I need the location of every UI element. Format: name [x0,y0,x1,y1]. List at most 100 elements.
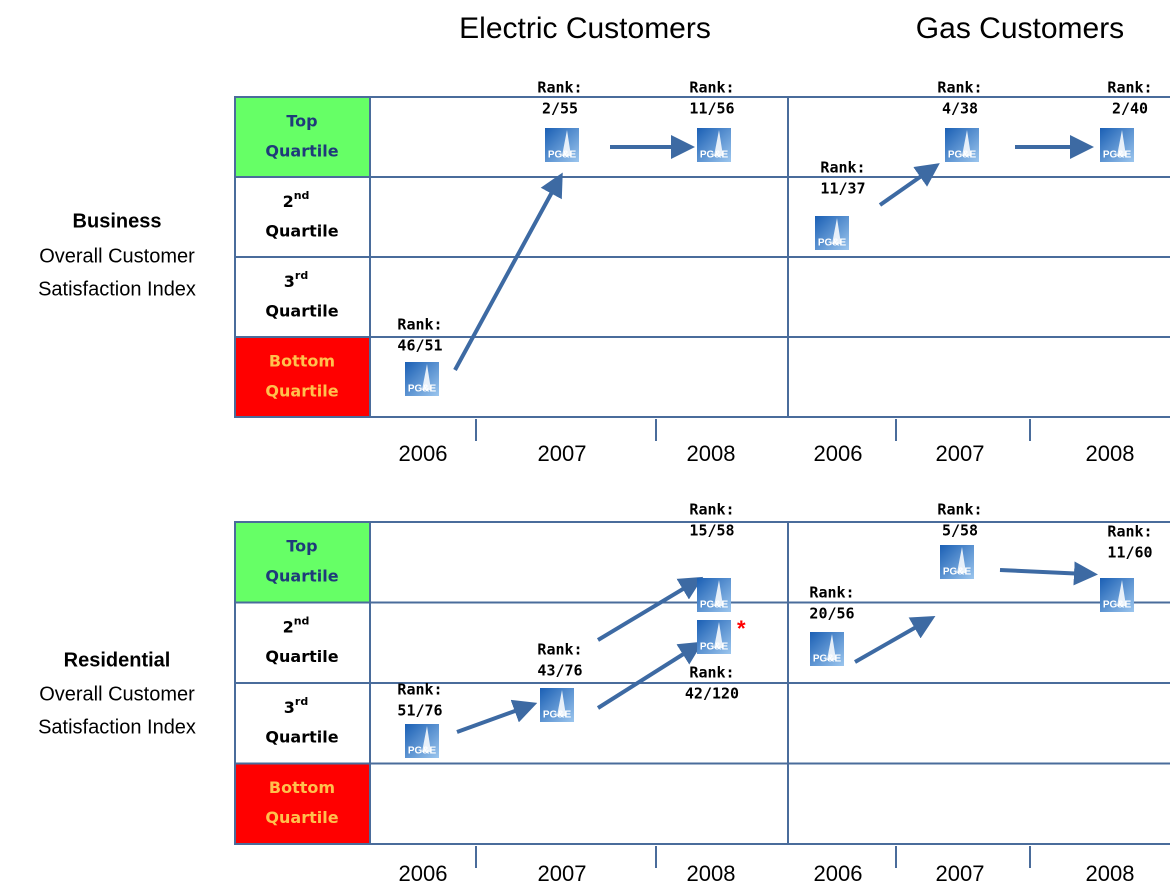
year-label: 2007 [936,861,985,886]
panel-subtitle: Satisfaction Index [38,716,196,738]
logo: PG&E [697,128,731,162]
year-label: 2007 [538,441,587,466]
logo-box [405,724,439,758]
logo-box [1100,128,1134,162]
logo: PG&E [1100,128,1134,162]
logo-text: PG&E [813,654,842,665]
quartile-cell [235,337,370,417]
rank-value: 5/58 [942,522,978,540]
logo-box [945,128,979,162]
logo-flame [714,130,723,156]
rank-label: Rank: [397,681,442,699]
rank-label: Rank: [937,79,982,97]
rank-value: 46/51 [397,337,442,355]
quartile-suffix: nd [294,189,310,202]
logo-text: PG&E [818,238,847,249]
header: Electric Customers [459,12,711,45]
quartile-label: Quartile [265,567,338,586]
arrow [999,561,1098,586]
rank-value: 42/120 [685,685,739,703]
arrow [596,576,704,642]
quartile-label: Bottom [269,778,335,797]
logo-box [940,545,974,579]
logo: PG&E [545,128,579,162]
quartile-number: 3 [284,698,295,717]
arrow [596,641,704,710]
quartile-cell [235,763,370,844]
arrow [453,172,563,371]
logo-flame [422,364,431,390]
quartile-label: Quartile [265,302,338,321]
arrow [878,163,940,207]
quartile-number: 3 [284,272,295,291]
logo-text: PG&E [408,746,437,757]
rank-value: 51/76 [397,702,442,720]
quartile-cell [235,602,370,683]
quartile-label: Top [286,112,317,131]
rank-value: 15/58 [689,522,734,540]
rank-value: 11/37 [820,180,865,198]
logo-flame [562,130,571,156]
quartile-cell [235,683,370,764]
quartile-label: Quartile [265,728,338,747]
logo-text: PG&E [548,150,577,161]
panel-subtitle: Satisfaction Index [38,278,196,300]
quartile-label: 2nd [283,189,310,211]
panel: Top Quartile 2nd Quartile 3rd Quartile Bottom Q… [38,501,1170,886]
rank-value: 43/76 [537,662,582,680]
quartile-cell [235,177,370,257]
quartile-cell [235,522,370,603]
rank-label: Rank: [937,501,982,519]
arrow [456,699,538,734]
logo-box [1100,578,1134,612]
logo-flame [1117,580,1126,606]
logo-text: PG&E [948,150,977,161]
year-label: 2007 [538,861,587,886]
logo-box [697,128,731,162]
quartile-label: Quartile [265,382,338,401]
logo-text: PG&E [700,600,729,611]
quartile-label: 2nd [283,615,310,637]
logo: PG&E [405,362,439,396]
quartile-number: 2 [283,617,294,636]
logo-flame [957,547,966,573]
header: Gas Customers [916,12,1124,45]
rank-label: Rank: [1107,79,1152,97]
logo: PG&E [697,620,731,654]
quartile-label: Bottom [269,352,335,371]
logo-flame [714,580,723,606]
rank-label: Rank: [809,584,854,602]
logo: PG&E [940,545,974,579]
quartile-suffix: rd [295,269,308,282]
rank-value: 20/56 [809,605,854,623]
year-label: 2006 [814,861,863,886]
year-label: 2008 [1086,861,1135,886]
rank-value: 11/60 [1107,544,1152,562]
rank-value: 2/40 [1112,100,1148,118]
panel-subtitle: Overall Customer [39,245,195,267]
logo: PG&E [405,724,439,758]
logo-text: PG&E [1103,150,1132,161]
panel: Top Quartile 2nd Quartile 3rd Quartile Bottom Q… [38,79,1170,466]
year-label: 2006 [814,441,863,466]
logo-flame [1117,130,1126,156]
rank-value: 11/56 [689,100,734,118]
quartile-suffix: rd [295,695,308,708]
quartile-cell [235,257,370,337]
logo-box [405,362,439,396]
rank-label: Rank: [537,79,582,97]
year-label: 2006 [399,441,448,466]
rank-label: Rank: [820,159,865,177]
logo: PG&E [540,688,574,722]
rank-label: Rank: [537,641,582,659]
logo-box [545,128,579,162]
year-label: 2007 [936,441,985,466]
logo-box [697,578,731,612]
logo-text: PG&E [700,150,729,161]
logo-box [540,688,574,722]
quartile-label: Quartile [265,142,338,161]
rank-value: 4/38 [942,100,978,118]
rank-label: Rank: [397,316,442,334]
quartile-label: 3rd [284,269,308,291]
logo: PG&E [697,578,731,612]
